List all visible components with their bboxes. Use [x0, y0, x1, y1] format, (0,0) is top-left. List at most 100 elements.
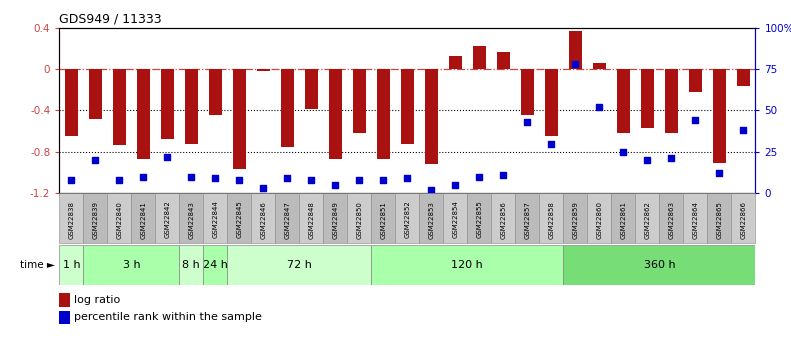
Bar	[419, 193, 444, 243]
Bar	[563, 193, 588, 243]
Text: 1 h: 1 h	[62, 260, 80, 270]
Bar	[131, 193, 155, 243]
Point	[497, 172, 509, 178]
Text: GSM22841: GSM22841	[140, 201, 146, 239]
Bar	[588, 193, 611, 243]
Text: GSM22855: GSM22855	[476, 201, 483, 238]
Bar	[59, 193, 83, 243]
Bar	[425, 69, 438, 164]
Bar	[65, 69, 78, 136]
Bar	[371, 193, 396, 243]
Text: 24 h: 24 h	[203, 260, 228, 270]
Point	[257, 186, 270, 191]
Bar	[347, 193, 371, 243]
Bar	[305, 69, 318, 109]
Text: GSM22863: GSM22863	[668, 201, 675, 239]
Text: GSM22851: GSM22851	[380, 201, 386, 239]
Text: GSM22859: GSM22859	[573, 201, 578, 239]
Bar	[227, 245, 371, 285]
Bar	[664, 69, 678, 133]
Bar	[161, 69, 174, 139]
Bar	[448, 56, 462, 69]
Bar	[59, 245, 83, 285]
Point	[89, 157, 102, 163]
Point	[593, 104, 606, 110]
Text: time ►: time ►	[21, 260, 55, 270]
Bar	[569, 31, 582, 69]
Text: GSM22856: GSM22856	[501, 201, 506, 239]
Bar	[227, 193, 252, 243]
Text: GSM22846: GSM22846	[260, 201, 267, 239]
Text: GSM22861: GSM22861	[620, 201, 626, 239]
Text: GSM22862: GSM22862	[645, 201, 650, 239]
Bar	[113, 69, 126, 145]
Point	[665, 156, 678, 161]
Bar	[108, 193, 131, 243]
Bar	[252, 193, 275, 243]
Text: GSM22840: GSM22840	[116, 201, 123, 239]
Bar	[281, 69, 294, 147]
Bar	[736, 69, 750, 86]
Point	[185, 174, 198, 179]
Point	[377, 177, 390, 183]
Text: 120 h: 120 h	[452, 260, 483, 270]
Bar	[545, 69, 558, 136]
Text: log ratio: log ratio	[74, 295, 119, 305]
Text: GSM22866: GSM22866	[740, 201, 747, 239]
Text: 8 h: 8 h	[183, 260, 200, 270]
Bar	[520, 69, 534, 115]
Point	[65, 177, 78, 183]
Text: GSM22845: GSM22845	[237, 201, 242, 238]
Bar	[371, 245, 563, 285]
Point	[137, 174, 149, 179]
Text: GSM22850: GSM22850	[357, 201, 362, 239]
Text: GSM22860: GSM22860	[596, 201, 603, 239]
Point	[473, 174, 486, 179]
Bar	[180, 245, 203, 285]
Bar	[275, 193, 299, 243]
Bar	[689, 69, 702, 92]
Text: 360 h: 360 h	[644, 260, 676, 270]
Bar	[155, 193, 180, 243]
Point	[161, 154, 174, 159]
Bar	[707, 193, 732, 243]
Bar	[683, 193, 707, 243]
Point	[281, 176, 293, 181]
Point	[737, 128, 750, 133]
Point	[569, 61, 581, 67]
Text: GSM22853: GSM22853	[429, 201, 434, 239]
Bar	[641, 69, 654, 128]
Bar	[444, 193, 467, 243]
Text: GSM22849: GSM22849	[332, 201, 339, 239]
Point	[689, 118, 702, 123]
Text: 3 h: 3 h	[123, 260, 140, 270]
Bar	[203, 245, 227, 285]
Bar	[516, 193, 539, 243]
Bar	[467, 193, 491, 243]
Bar	[180, 193, 203, 243]
Bar	[83, 245, 180, 285]
Bar	[83, 193, 108, 243]
Bar	[473, 46, 486, 69]
Bar	[635, 193, 660, 243]
Point	[617, 149, 630, 155]
Point	[401, 176, 414, 181]
Point	[641, 157, 653, 163]
Bar	[203, 193, 227, 243]
Bar	[713, 69, 726, 163]
Text: percentile rank within the sample: percentile rank within the sample	[74, 313, 262, 322]
Bar	[137, 69, 150, 159]
Bar	[353, 69, 366, 133]
Point	[329, 182, 342, 188]
Point	[209, 176, 221, 181]
Text: GSM22838: GSM22838	[68, 201, 74, 239]
Bar	[257, 69, 270, 71]
Text: GSM22843: GSM22843	[188, 201, 195, 239]
Bar	[89, 69, 102, 119]
Point	[521, 119, 534, 125]
Point	[113, 177, 126, 183]
Text: 72 h: 72 h	[287, 260, 312, 270]
Text: GSM22857: GSM22857	[524, 201, 531, 239]
Bar	[497, 52, 510, 69]
Text: GSM22848: GSM22848	[308, 201, 314, 239]
